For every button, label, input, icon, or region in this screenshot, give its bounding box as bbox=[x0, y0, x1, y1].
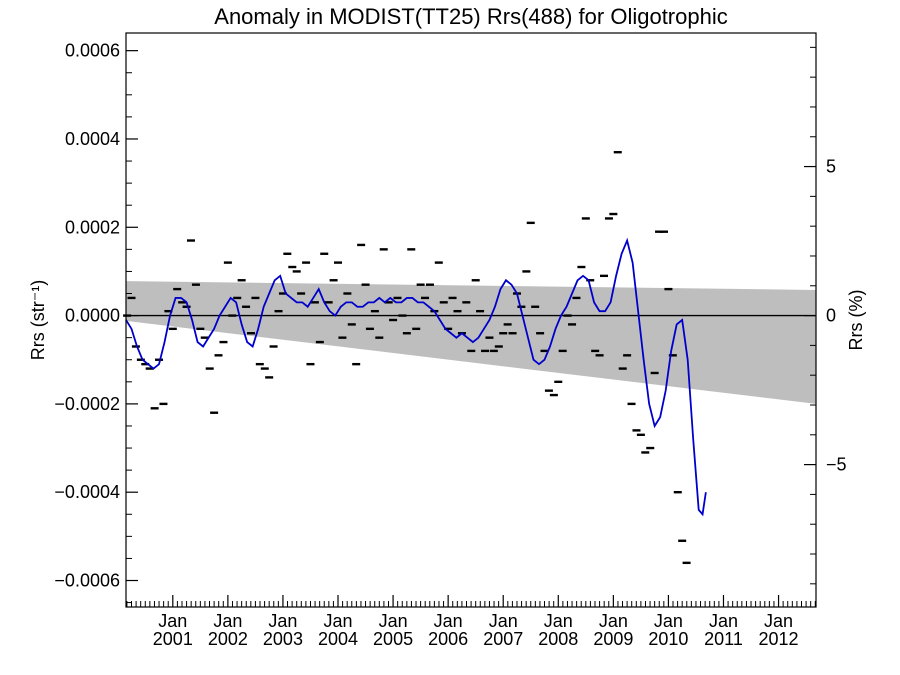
x-tick-year-label: 2002 bbox=[208, 629, 248, 649]
x-tick-month-label: Jan bbox=[764, 611, 793, 631]
x-tick-year-label: 2001 bbox=[153, 629, 193, 649]
y-tick-label-right: 0 bbox=[826, 306, 836, 326]
x-tick-year-label: 2004 bbox=[318, 629, 358, 649]
x-tick-month-label: Jan bbox=[268, 611, 297, 631]
y-tick-label-left: −0.0004 bbox=[54, 482, 120, 502]
x-tick-month-label: Jan bbox=[434, 611, 463, 631]
x-tick-month-label: Jan bbox=[654, 611, 683, 631]
left-y-axis: 0.0006 0.0004 0.0002 0.0000 −0.0002 −0.0004 −0… bbox=[54, 41, 138, 604]
chart-title: Anomaly in MODIST(TT25) Rrs(488) for Oli… bbox=[214, 4, 727, 29]
x-tick-year-label: 2005 bbox=[373, 629, 413, 649]
y-axis-right-label: Rrs (%) bbox=[846, 290, 866, 351]
data-markers bbox=[123, 151, 691, 565]
x-tick-year-label: 2008 bbox=[538, 629, 578, 649]
y-tick-label-left: −0.0002 bbox=[54, 394, 120, 414]
y-tick-label-left: 0.0004 bbox=[65, 129, 120, 149]
x-tick-year-label: 2007 bbox=[483, 629, 523, 649]
x-tick-year-label: 2006 bbox=[428, 629, 468, 649]
uncertainty-band bbox=[126, 281, 816, 404]
x-tick-month-label: Jan bbox=[323, 611, 352, 631]
right-y-axis: 5 0 −5 bbox=[804, 46, 847, 585]
y-tick-label-left: 0.0000 bbox=[65, 306, 120, 326]
x-tick-month-label: Jan bbox=[489, 611, 518, 631]
x-tick-month-label: Jan bbox=[379, 611, 408, 631]
smoothed-line bbox=[125, 237, 707, 517]
x-axis: Jan2001Jan2002Jan2003Jan2004Jan2005Jan20… bbox=[126, 595, 816, 649]
x-tick-month-label: Jan bbox=[158, 611, 187, 631]
x-tick-month-label: Jan bbox=[213, 611, 242, 631]
x-tick-month-label: Jan bbox=[599, 611, 628, 631]
x-tick-year-label: 2010 bbox=[648, 629, 688, 649]
y-tick-label-left: −0.0006 bbox=[54, 571, 120, 591]
y-tick-label-left: 0.0002 bbox=[65, 217, 120, 237]
x-tick-year-label: 2009 bbox=[593, 629, 633, 649]
x-tick-month-label: Jan bbox=[544, 611, 573, 631]
x-tick-year-label: 2011 bbox=[704, 629, 743, 649]
y-tick-label-left: 0.0006 bbox=[65, 41, 120, 61]
x-tick-month-label: Jan bbox=[709, 611, 738, 631]
x-tick-year-label: 2003 bbox=[263, 629, 303, 649]
y-tick-label-right: −5 bbox=[826, 455, 847, 475]
x-tick-year-label: 2012 bbox=[759, 629, 799, 649]
y-tick-label-right: 5 bbox=[826, 157, 836, 177]
y-axis-left-label: Rrs (str⁻¹) bbox=[28, 280, 48, 360]
